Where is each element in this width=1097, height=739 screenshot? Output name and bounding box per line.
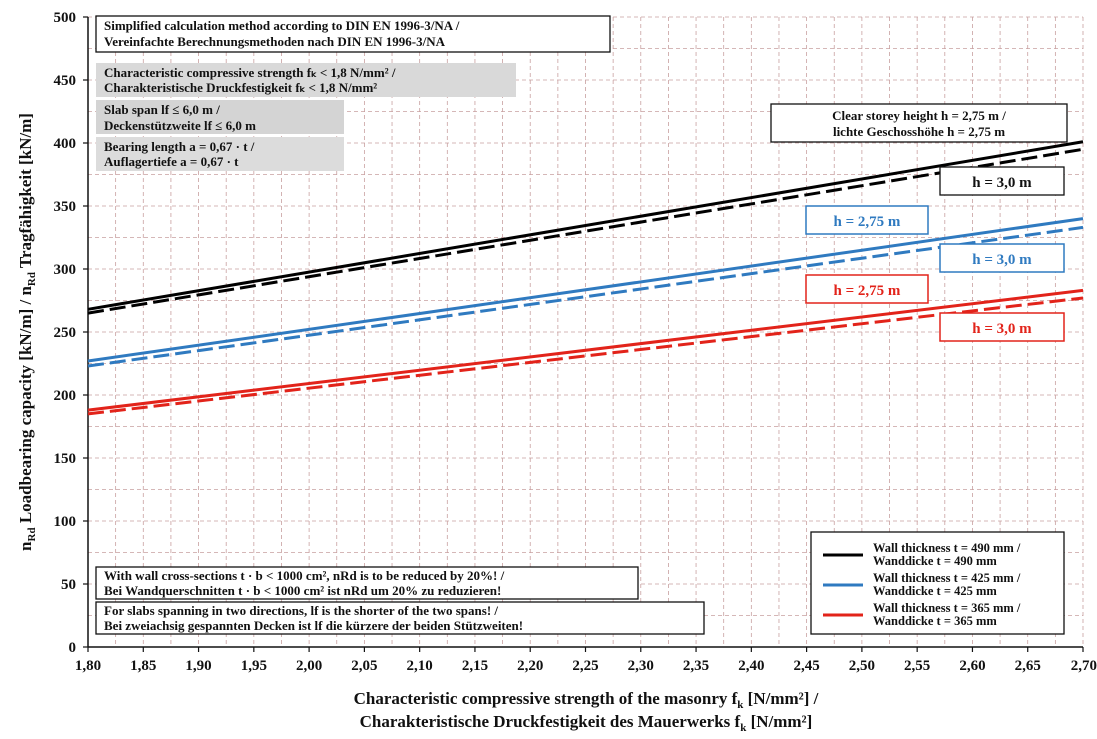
x-tick-label: 2,15 bbox=[462, 658, 488, 674]
x-tick-label: 1,90 bbox=[185, 658, 211, 674]
label-red-3-0-text: h = 3,0 m bbox=[972, 321, 1032, 337]
two-way-note-line2: Bei zweiachsig gespannten Decken ist lf … bbox=[104, 618, 523, 633]
x-tick-label: 2,50 bbox=[849, 658, 875, 674]
label-red-3-0: h = 3,0 m bbox=[939, 312, 1065, 342]
y-tick-label: 250 bbox=[54, 325, 77, 341]
span-note-line1: Slab span lf ≤ 6,0 m / bbox=[104, 102, 220, 117]
reduction-note-line1: With wall cross-sections t · b < 1000 cm… bbox=[104, 568, 505, 583]
y-tick-label: 500 bbox=[54, 10, 77, 26]
legend-label-line2: Wanddicke t = 365 mm bbox=[873, 614, 997, 628]
label-black-3-0: h = 3,0 m bbox=[939, 166, 1065, 196]
y-tick-label: 200 bbox=[54, 388, 77, 404]
y-axis-title-c: Tragfähigkeit [kN/m] bbox=[16, 113, 35, 272]
x-tick-label: 2,25 bbox=[572, 658, 598, 674]
label-blue-2-75: h = 2,75 m bbox=[805, 205, 929, 235]
legend-label-line1: Wall thickness t = 365 mm / bbox=[873, 601, 1021, 615]
x-tick-label: 2,35 bbox=[683, 658, 709, 674]
axes bbox=[83, 16, 1084, 652]
strength-note-line1: Characteristic compressive strength fₖ <… bbox=[104, 65, 396, 80]
storey-height-line2: lichte Geschosshöhe h = 2,75 m bbox=[833, 124, 1005, 139]
reduction-note-line2: Bei Wandquerschnitten t · b < 1000 cm² i… bbox=[104, 583, 501, 598]
series-line-t365-h2-75 bbox=[87, 288, 1084, 412]
legend-label-line1: Wall thickness t = 490 mm / bbox=[873, 541, 1021, 555]
x-tick-label: 1,80 bbox=[75, 658, 101, 674]
label-blue-3-0: h = 3,0 m bbox=[939, 243, 1065, 273]
x-tick-label: 2,70 bbox=[1071, 658, 1097, 674]
y-tick-labels: 0 50 100 150 200 250 300 350 400 450 500 bbox=[54, 10, 77, 656]
method-note-line2: Vereinfachte Berechnungsmethoden nach DI… bbox=[104, 34, 446, 49]
x-tick-label: 2,00 bbox=[296, 658, 322, 674]
series-lines bbox=[87, 140, 1084, 416]
bearing-note: Bearing length a = 0,67 · t / Auflagerti… bbox=[96, 137, 344, 171]
x-tick-label: 2,65 bbox=[1015, 658, 1041, 674]
storey-height-line1: Clear storey height h = 2,75 m / bbox=[832, 108, 1006, 123]
x-tick-label: 2,45 bbox=[793, 658, 819, 674]
legend-label-line1: Wall thickness t = 425 mm / bbox=[873, 571, 1021, 585]
x-axis-title-line2-text: Charakteristische Druckfestigkeit des Ma… bbox=[360, 712, 741, 731]
y-tick-label: 100 bbox=[54, 514, 77, 530]
legend-label-line2: Wanddicke t = 490 mm bbox=[873, 554, 997, 568]
y-axis-title-a: n bbox=[16, 541, 35, 551]
x-axis-title-line2: Charakteristische Druckfestigkeit des Ma… bbox=[360, 712, 813, 734]
method-note-line1: Simplified calculation method according … bbox=[104, 18, 460, 33]
bearing-note-line2: Auflagertiefe a = 0,67 · t bbox=[104, 154, 239, 169]
bearing-note-line1: Bearing length a = 0,67 · t / bbox=[104, 139, 255, 154]
x-tick-label: 2,40 bbox=[738, 658, 764, 674]
y-axis-title-a-sub: Rd bbox=[26, 527, 38, 541]
y-axis-title-b-sub: Rd bbox=[26, 272, 38, 286]
x-axis-title-line1-end: [N/mm²] / bbox=[743, 689, 818, 708]
x-axis-title-line2-end: [N/mm²] bbox=[746, 712, 812, 731]
x-tick-labels: 1,80 1,85 1,90 1,95 2,00 2,05 2,10 2,15 2,20 2,25… bbox=[75, 658, 1097, 674]
y-tick-label: 50 bbox=[61, 577, 76, 593]
series-line-t425-h2-75 bbox=[87, 217, 1084, 363]
label-black-3-0-text: h = 3,0 m bbox=[972, 175, 1032, 191]
y-tick-label: 400 bbox=[54, 136, 77, 152]
two-way-note-line1: For slabs spanning in two directions, lf… bbox=[104, 603, 498, 618]
x-axis-title-line1-sub: k bbox=[737, 699, 744, 711]
y-tick-label: 150 bbox=[54, 451, 77, 467]
x-tick-label: 2,30 bbox=[628, 658, 654, 674]
reduction-note: With wall cross-sections t · b < 1000 cm… bbox=[95, 566, 639, 600]
label-red-2-75: h = 2,75 m bbox=[805, 274, 929, 304]
label-blue-3-0-text: h = 3,0 m bbox=[972, 252, 1032, 268]
x-tick-label: 2,05 bbox=[351, 658, 377, 674]
span-note-line2: Deckenstützweite lf ≤ 6,0 m bbox=[104, 118, 256, 133]
storey-height-note: Clear storey height h = 2,75 m / lichte … bbox=[770, 103, 1068, 143]
y-tick-label: 450 bbox=[54, 73, 77, 89]
y-tick-label: 0 bbox=[69, 640, 77, 656]
two-way-note: For slabs spanning in two directions, lf… bbox=[95, 601, 705, 635]
series-line-t490-h3-0 bbox=[87, 147, 1084, 315]
series-line-t365-h3-0 bbox=[87, 296, 1084, 416]
x-axis-title-line1: Characteristic compressive strength of t… bbox=[354, 689, 819, 711]
x-tick-label: 2,55 bbox=[904, 658, 930, 674]
x-tick-label: 1,95 bbox=[241, 658, 267, 674]
legend: Wall thickness t = 490 mm /Wanddicke t =… bbox=[810, 531, 1065, 635]
x-axis-title-line1-text: Characteristic compressive strength of t… bbox=[354, 689, 738, 708]
series-line-t425-h3-0 bbox=[87, 225, 1084, 368]
x-tick-label: 2,10 bbox=[407, 658, 433, 674]
x-tick-label: 1,85 bbox=[130, 658, 156, 674]
legend-label-line2: Wanddicke t = 425 mm bbox=[873, 584, 997, 598]
y-axis-title-b: Loadbearing capacity [kN/m] / n bbox=[16, 286, 35, 528]
span-note: Slab span lf ≤ 6,0 m / Deckenstützweite … bbox=[96, 100, 344, 134]
x-tick-label: 2,60 bbox=[959, 658, 985, 674]
method-note: Simplified calculation method according … bbox=[95, 15, 611, 53]
strength-note: Characteristic compressive strength fₖ <… bbox=[96, 63, 516, 97]
x-tick-label: 2,20 bbox=[517, 658, 543, 674]
y-tick-label: 300 bbox=[54, 262, 77, 278]
label-red-2-75-text: h = 2,75 m bbox=[834, 283, 901, 299]
y-tick-label: 350 bbox=[54, 199, 77, 215]
series-line-t490-h2-75 bbox=[87, 140, 1084, 311]
y-axis-title: nRd Loadbearing capacity [kN/m] / nRd Tr… bbox=[16, 113, 38, 551]
strength-note-line2: Charakteristische Druckfestigkeit fₖ < 1… bbox=[104, 80, 377, 95]
label-blue-2-75-text: h = 2,75 m bbox=[834, 214, 901, 230]
x-axis-title-line2-sub: k bbox=[740, 722, 747, 734]
